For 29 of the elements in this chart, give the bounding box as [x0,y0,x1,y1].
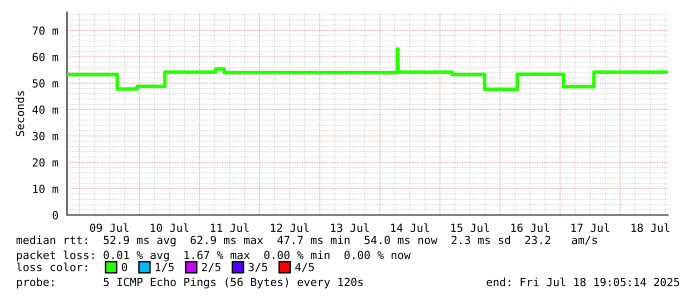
x-tick-label: 12 Jul [270,223,309,232]
y-axis-title: Seconds [16,91,24,136]
y-tick-label: 10 m [33,184,58,194]
x-tick-label: 18 Jul [632,223,670,232]
x-tick-label: 17 Jul [571,223,610,232]
legend-label: 2/5 [202,262,220,272]
y-tick-label: 50 m [32,79,58,88]
x-tick-label: 10 Jul [150,223,188,232]
legend-label: 4/5 [295,262,314,272]
text: packet loss: 0.01 % avg 1.67 % max 0.00 % min 0.00 % now [17,250,411,262]
y-tick-label: 20 m [32,158,58,167]
x-tick-label: 09 Jul [90,223,128,232]
y-tick-label: 60 m [32,52,58,62]
legend-label: 1/5 [156,262,174,272]
legend-title: loss color: [16,262,87,272]
legend-label: 3/5 [248,262,268,272]
x-tick-label: 16 Jul [511,223,550,232]
x-tick-label: 11 Jul [210,223,249,232]
x-tick-label: 13 Jul [331,223,369,232]
y-tick-label: 70 m [32,26,58,35]
text: end: Fri Jul 18 19:05:14 2025 [486,278,680,286]
x-tick-label: 14 Jul [391,223,429,232]
y-tick-label: 0 [52,211,58,220]
text: median rtt: 52.9 ms avg 62.9 ms max 47.7 ms min 54.0 ms now 2.3 ms sd 23.2 am/s [16,236,597,246]
text: probe: 5 ICMP Echo Pings (56 Bytes) every 120s [17,278,363,288]
y-tick-label: 30 m [32,132,58,140]
x-tick-label: 15 Jul [451,223,489,232]
y-tick-label: 40 m [32,106,58,114]
legend-label: 0 [122,262,128,272]
